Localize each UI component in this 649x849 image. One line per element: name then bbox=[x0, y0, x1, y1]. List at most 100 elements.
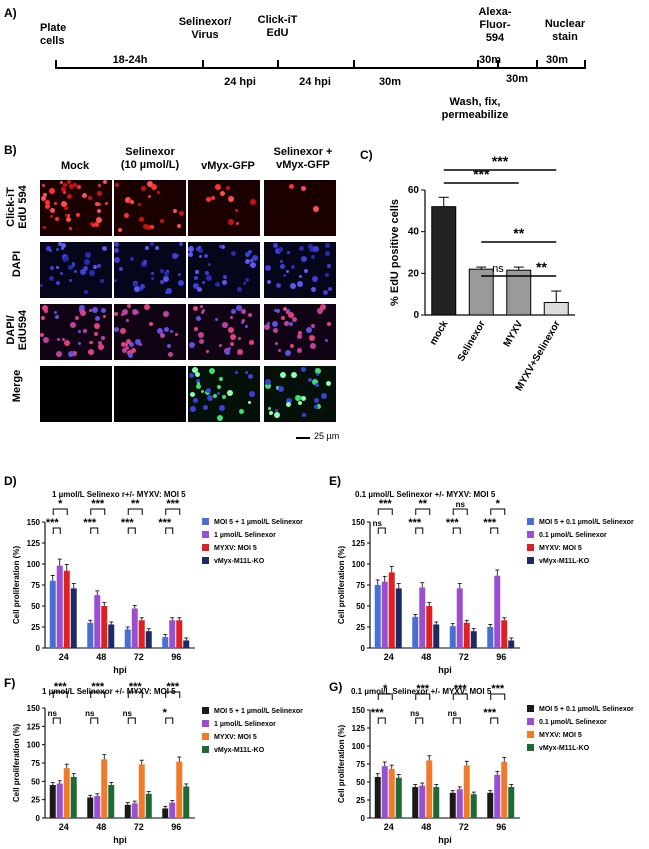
bar bbox=[169, 802, 176, 818]
cell-nucleus bbox=[54, 311, 57, 314]
panel-letter-e: E) bbox=[329, 474, 341, 488]
cell-nucleus bbox=[58, 242, 62, 246]
y-tick-label: 100 bbox=[27, 741, 41, 750]
cell-nucleus bbox=[69, 227, 72, 230]
cell-nucleus bbox=[194, 276, 198, 280]
bar bbox=[463, 765, 470, 818]
cell-nucleus bbox=[146, 225, 151, 230]
micrograph-r2-c1 bbox=[114, 304, 186, 360]
x-axis-label: hpi bbox=[438, 665, 452, 675]
bar bbox=[176, 620, 183, 648]
cell-nucleus bbox=[125, 343, 128, 346]
cell-nucleus bbox=[237, 287, 242, 292]
cell-nucleus bbox=[94, 222, 99, 227]
cell-nucleus bbox=[94, 332, 98, 336]
cell-nucleus bbox=[236, 305, 242, 311]
significance-label: *** bbox=[91, 681, 105, 693]
cell-nucleus bbox=[77, 185, 81, 189]
cell-nucleus bbox=[199, 255, 202, 258]
bar bbox=[381, 766, 388, 818]
cell-nucleus bbox=[200, 305, 203, 308]
cell-nucleus bbox=[101, 336, 105, 340]
cell-nucleus bbox=[326, 381, 331, 386]
interval-30m-d: 30m bbox=[545, 54, 569, 66]
significance-label: *** bbox=[121, 517, 135, 529]
cell-nucleus bbox=[124, 213, 129, 218]
y-axis-label: Cell proliferation (%) bbox=[12, 724, 21, 803]
cell-nucleus bbox=[297, 334, 302, 339]
legend-swatch bbox=[202, 544, 209, 551]
cell-nucleus bbox=[97, 209, 101, 213]
chart-g-proliferation: 0.1 µmol/L Selinexor +/- MYXV: MOI 5 0 25 5… bbox=[337, 683, 634, 845]
cell-nucleus bbox=[267, 322, 270, 325]
cell-nucleus bbox=[323, 290, 328, 295]
cell-nucleus bbox=[145, 246, 149, 250]
cell-nucleus bbox=[195, 372, 200, 377]
bar bbox=[56, 783, 63, 818]
significance-bracket bbox=[52, 508, 68, 515]
y-tick-label: 0 bbox=[36, 644, 41, 653]
cell-nucleus bbox=[74, 270, 77, 273]
cell-nucleus bbox=[248, 250, 252, 254]
cell-nucleus bbox=[119, 267, 123, 271]
bar bbox=[470, 794, 477, 818]
cell-nucleus bbox=[75, 316, 79, 320]
cell-nucleus bbox=[245, 278, 249, 282]
cell-nucleus bbox=[290, 283, 296, 289]
cell-nucleus bbox=[56, 281, 60, 285]
significance-bracket bbox=[165, 508, 181, 515]
y-tick-label: 100 bbox=[352, 560, 366, 569]
cell-nucleus bbox=[321, 393, 327, 399]
cell-nucleus bbox=[97, 264, 101, 268]
cell-nucleus bbox=[230, 334, 236, 340]
cell-nucleus bbox=[219, 377, 223, 381]
interval-30m-c: 30m bbox=[505, 73, 529, 85]
cell-nucleus bbox=[147, 181, 153, 187]
significance-bracket bbox=[415, 508, 431, 515]
cell-nucleus bbox=[289, 322, 293, 326]
cell-nucleus bbox=[88, 196, 92, 200]
cell-nucleus bbox=[227, 390, 233, 396]
cell-nucleus bbox=[78, 342, 81, 345]
micrograph-r0-c3 bbox=[264, 180, 336, 236]
cell-nucleus bbox=[92, 307, 98, 313]
cell-nucleus bbox=[235, 209, 238, 212]
cell-nucleus bbox=[93, 265, 97, 269]
cell-nucleus bbox=[288, 312, 294, 318]
y-tick-label: 20 bbox=[408, 268, 420, 279]
cell-nucleus bbox=[217, 415, 223, 421]
cell-nucleus bbox=[73, 183, 77, 187]
cell-nucleus bbox=[291, 265, 295, 269]
cell-nucleus bbox=[66, 217, 71, 222]
legend-label: 1 µmol/L Selinexor bbox=[214, 721, 276, 728]
cell-nucleus bbox=[287, 251, 290, 254]
cell-nucleus bbox=[98, 184, 101, 187]
cell-nucleus bbox=[149, 322, 153, 326]
cell-nucleus bbox=[196, 316, 201, 321]
cell-nucleus bbox=[249, 340, 254, 345]
cell-nucleus bbox=[286, 270, 289, 273]
cell-nucleus bbox=[120, 328, 126, 334]
cell-nucleus bbox=[65, 214, 68, 217]
cell-nucleus bbox=[49, 276, 54, 281]
cell-nucleus bbox=[41, 316, 45, 320]
cell-nucleus bbox=[43, 226, 46, 229]
cell-nucleus bbox=[160, 269, 164, 273]
cell-nucleus bbox=[228, 196, 234, 202]
cell-nucleus bbox=[309, 246, 315, 252]
interval-30m-b: 30m bbox=[478, 54, 502, 66]
significance-bracket bbox=[490, 508, 506, 515]
significance-label: ** bbox=[131, 498, 140, 510]
cell-nucleus bbox=[150, 242, 154, 246]
cell-nucleus bbox=[228, 327, 234, 333]
significance-label: ns bbox=[456, 500, 466, 509]
cell-nucleus bbox=[68, 265, 73, 270]
bar bbox=[419, 587, 426, 648]
cell-nucleus bbox=[245, 325, 248, 328]
cell-nucleus bbox=[61, 247, 64, 250]
bar bbox=[63, 768, 70, 818]
cell-nucleus bbox=[175, 333, 178, 336]
legend-label: MOI 5 + 1 µmol/L Selinexor bbox=[214, 708, 303, 715]
cell-nucleus bbox=[68, 351, 74, 357]
significance-bracket bbox=[452, 527, 461, 534]
